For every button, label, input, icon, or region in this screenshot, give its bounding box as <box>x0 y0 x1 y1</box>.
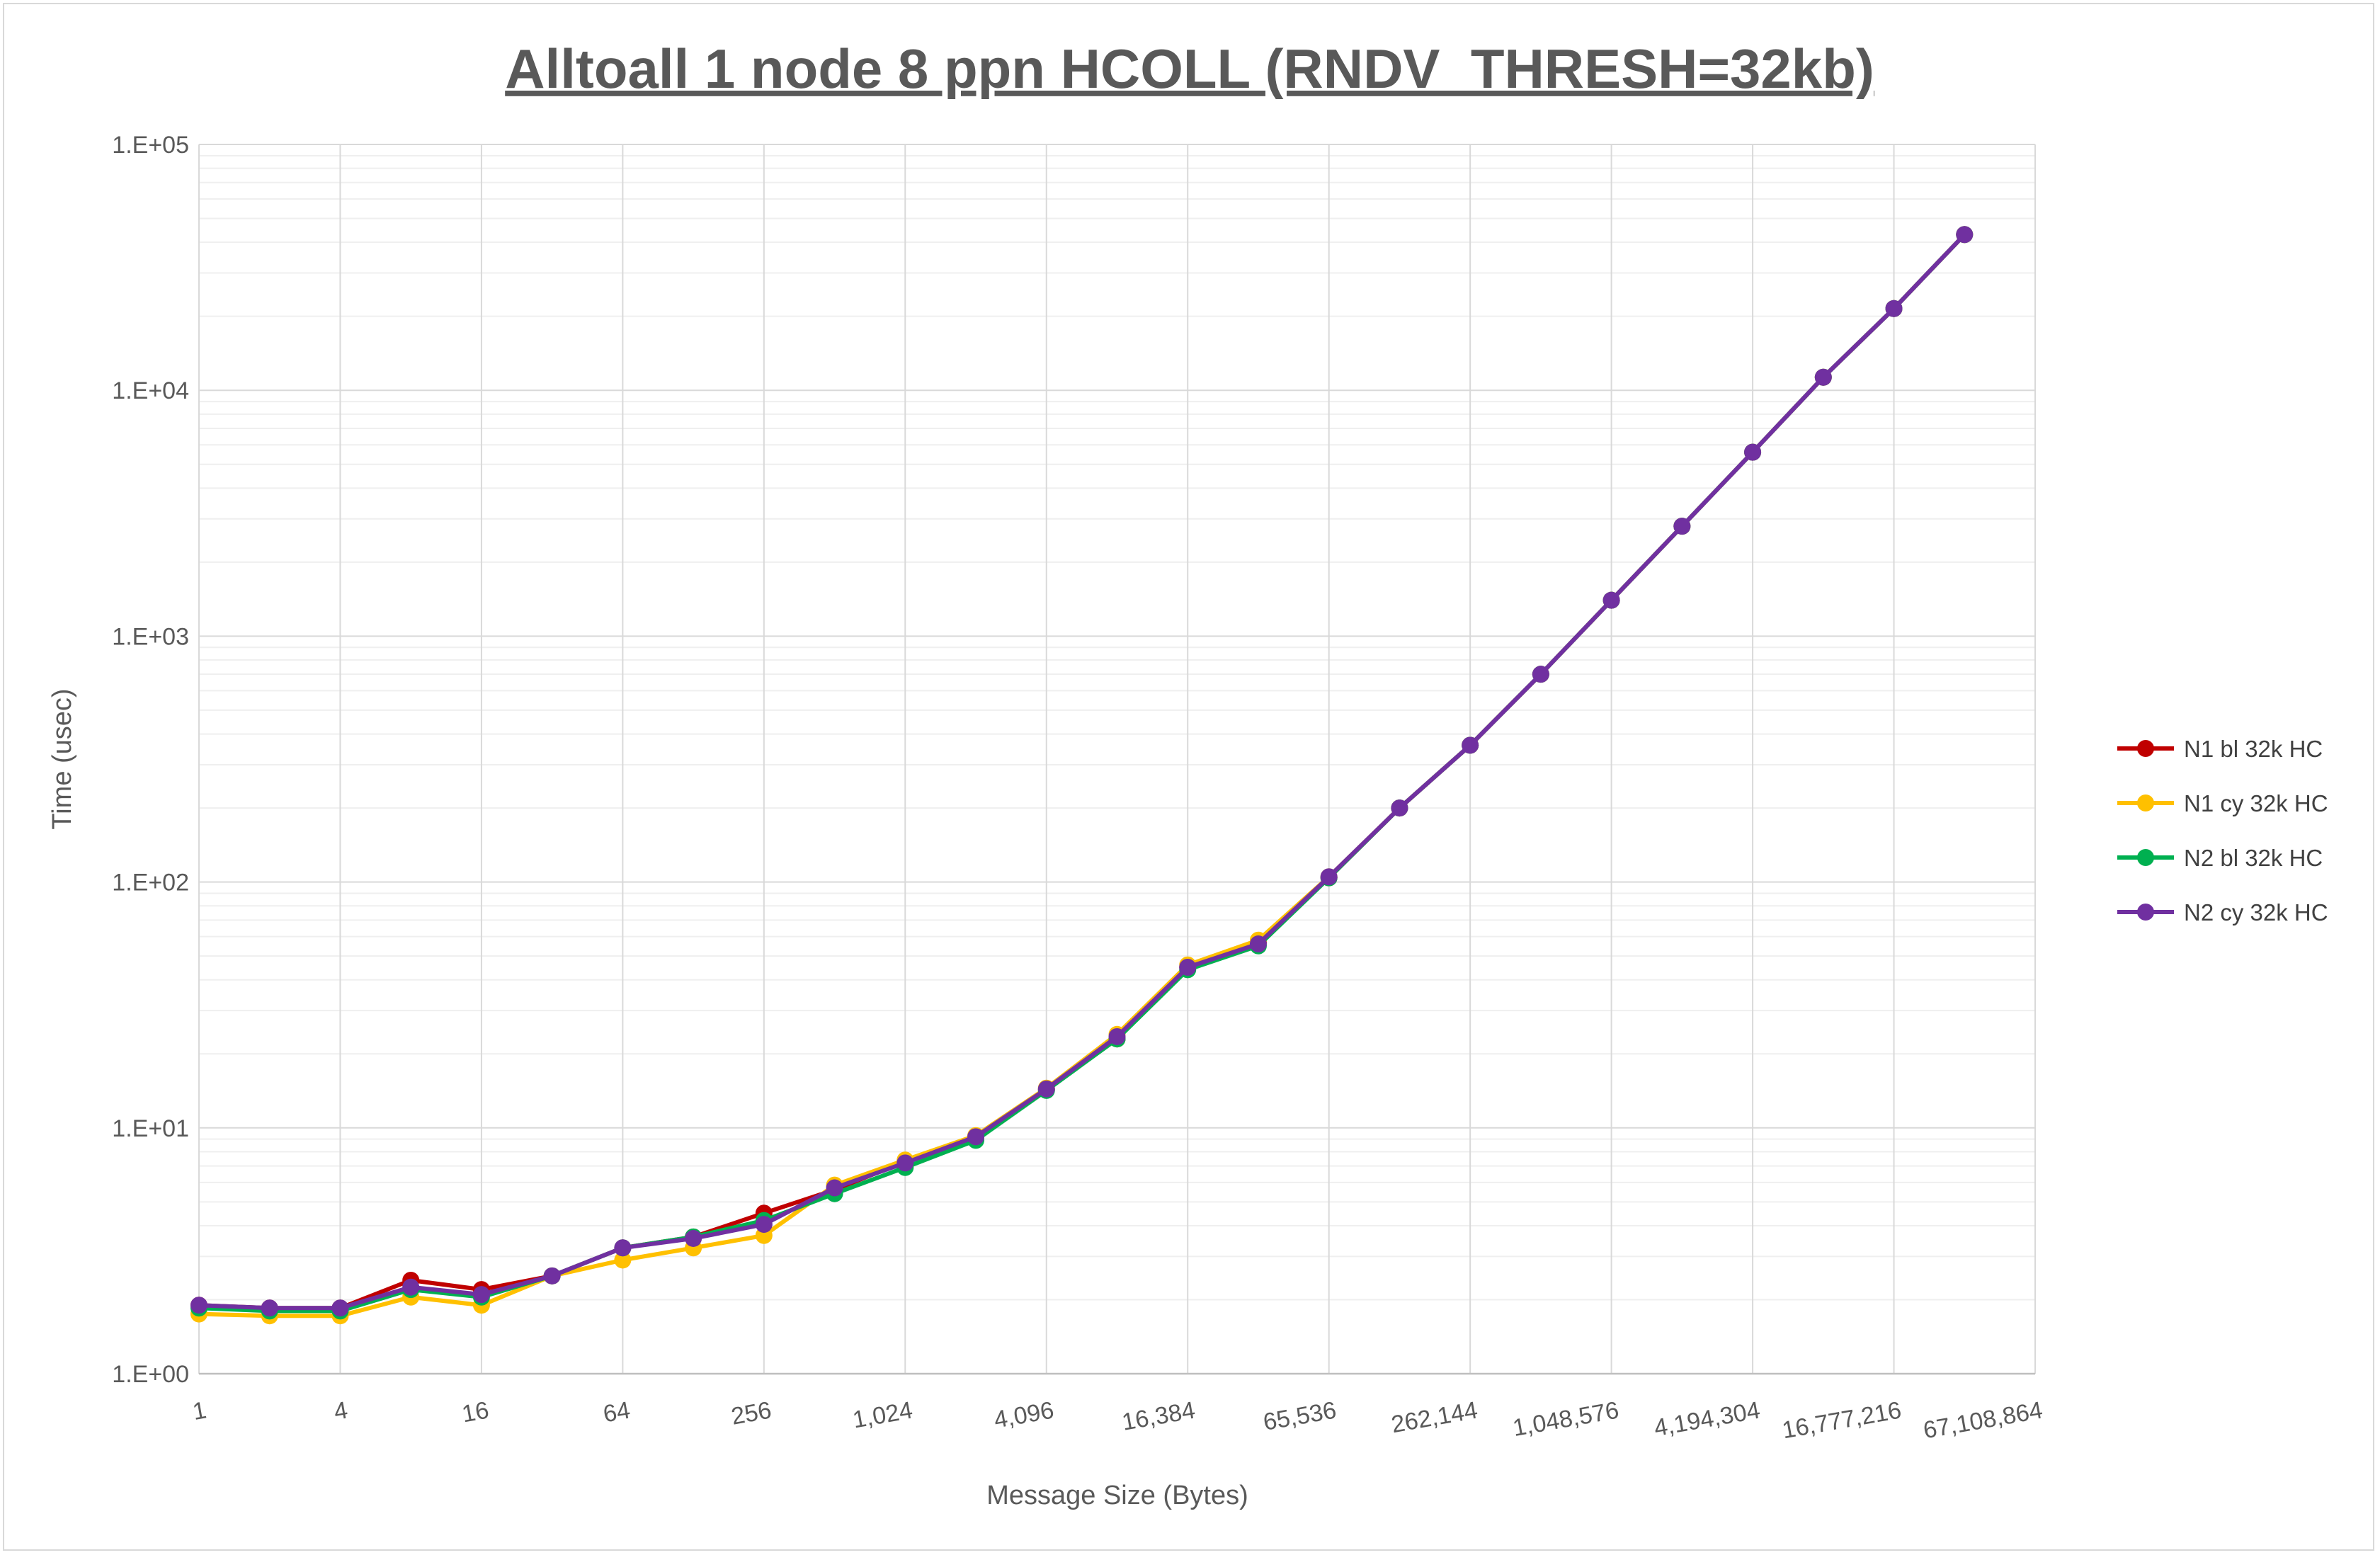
data-point <box>261 1299 278 1317</box>
legend-label: N2 cy 32k HC <box>2184 899 2328 925</box>
data-point <box>896 1154 914 1172</box>
data-point <box>967 1128 985 1146</box>
data-point <box>1814 368 1832 386</box>
x-tick-label: 64 <box>601 1396 632 1428</box>
x-tick-label: 16 <box>460 1396 491 1428</box>
data-point <box>614 1251 632 1269</box>
data-point <box>614 1239 632 1257</box>
y-axis-tick-labels: 1.E+00 1.E+01 1.E+02 1.E+03 1.E+04 1.E+05 <box>112 132 189 1388</box>
minor-gridlines <box>199 154 2035 1301</box>
legend-marker <box>2137 849 2154 866</box>
data-point <box>755 1216 773 1234</box>
legend-label: N1 bl 32k HC <box>2184 736 2323 762</box>
legend-item-2: N1 cy 32k HC <box>2117 790 2328 816</box>
legend-item-4: N2 cy 32k HC <box>2117 899 2328 925</box>
data-point <box>331 1299 349 1317</box>
data-point <box>402 1278 420 1296</box>
x-tick-label: 4 <box>332 1396 350 1425</box>
data-point <box>1885 300 1903 317</box>
data-point <box>1108 1027 1126 1045</box>
data-point <box>1462 736 1479 754</box>
legend-marker <box>2137 904 2154 921</box>
data-point <box>1249 935 1267 953</box>
y-tick-label: 1.E+02 <box>112 870 189 896</box>
data-point <box>685 1229 702 1247</box>
y-tick-label: 1.E+03 <box>112 623 189 650</box>
data-point <box>1179 959 1197 976</box>
series-line <box>197 232 1967 1311</box>
series-line <box>197 232 1967 1318</box>
legend-item-1: N1 bl 32k HC <box>2117 736 2323 762</box>
legend-label: N1 cy 32k HC <box>2184 790 2328 816</box>
series-line <box>197 232 1967 1311</box>
x-tick-label: 16,777,216 <box>1780 1396 1903 1444</box>
data-point <box>190 1297 207 1314</box>
x-axis-title: Message Size (Bytes) <box>986 1481 1248 1510</box>
y-tick-label: 1.E+01 <box>112 1115 189 1142</box>
y-tick-label: 1.E+05 <box>112 132 189 159</box>
x-tick-label: 65,536 <box>1261 1396 1338 1435</box>
data-point <box>1956 226 1974 244</box>
x-tick-label: 262,144 <box>1389 1396 1480 1438</box>
x-tick-label: 1 <box>190 1396 208 1425</box>
x-tick-label: 67,108,864 <box>1921 1396 2044 1444</box>
y-tick-label: 1.E+00 <box>112 1361 189 1388</box>
data-point <box>1037 1080 1055 1098</box>
legend: N1 bl 32k HC N1 cy 32k HC N2 bl 32k HC N2 c… <box>2117 736 2328 925</box>
x-tick-label: 256 <box>729 1396 773 1430</box>
data-point <box>1744 443 1762 461</box>
chart-frame <box>3 3 2374 1551</box>
data-point <box>1602 591 1620 609</box>
x-tick-label: 4,194,304 <box>1652 1396 1763 1442</box>
data-point <box>1532 666 1549 683</box>
x-axis-tick-labels: 1 4 16 64 256 1,024 4,096 16,384 65,536 262,144 1,… <box>190 1396 2044 1444</box>
y-tick-label: 1.E+04 <box>112 377 189 404</box>
legend-label: N2 bl 32k HC <box>2184 845 2323 871</box>
data-point <box>826 1179 843 1197</box>
major-gridlines <box>198 144 2036 1374</box>
y-axis-title: Time (usec) <box>47 688 77 829</box>
series-layer <box>190 226 1974 1325</box>
legend-marker <box>2137 740 2154 757</box>
chart-title: Alltoall 1 node 8 ppn HCOLL (RNDV_THRESH… <box>505 38 1874 100</box>
legend-item-3: N2 bl 32k HC <box>2117 845 2323 871</box>
x-tick-label: 4,096 <box>992 1396 1056 1433</box>
series-line <box>197 232 1967 1314</box>
legend-marker <box>2137 794 2154 811</box>
data-point <box>1391 799 1408 817</box>
data-point <box>543 1267 561 1285</box>
x-tick-label: 16,384 <box>1120 1396 1197 1435</box>
data-point <box>1673 518 1691 535</box>
x-tick-label: 1,024 <box>850 1396 914 1433</box>
data-point <box>1320 868 1338 886</box>
series-4 <box>190 226 1974 1317</box>
x-tick-label: 1,048,576 <box>1510 1396 1621 1442</box>
data-point <box>472 1286 490 1304</box>
